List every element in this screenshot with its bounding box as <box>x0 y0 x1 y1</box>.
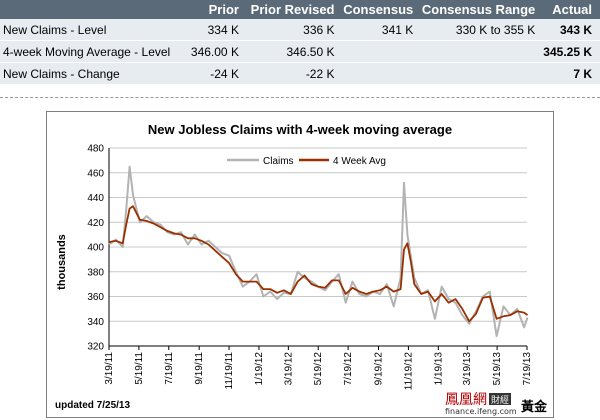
gridlines <box>109 147 527 347</box>
x-tick-label: 5/19/12 <box>313 352 324 386</box>
y-tick-label: 460 <box>87 168 104 179</box>
cell-actual: 345.25 K <box>543 40 600 63</box>
cell-consensus <box>342 62 422 84</box>
y-tick-label: 360 <box>87 292 104 303</box>
dashed-divider <box>0 97 600 98</box>
cell-prior: 346.00 K <box>187 40 247 63</box>
x-tick-label: 9/19/12 <box>374 352 385 386</box>
x-tick-label: 1/19/13 <box>433 352 444 386</box>
series-line-4-week-avg <box>108 205 529 323</box>
header-prior-revised: Prior Revised <box>246 0 343 19</box>
table-row: New Claims - Change -24 K -22 K 7 K <box>0 62 600 84</box>
cell-consensus-range <box>421 40 544 63</box>
y-tick-label: 400 <box>87 243 104 254</box>
x-tick-label: 5/19/13 <box>492 352 503 386</box>
row-label: New Claims - Level <box>0 19 188 41</box>
table-row: New Claims - Level 334 K 336 K 341 K 330… <box>0 19 600 41</box>
chart-panel: New Jobless Claims with 4-week moving av… <box>46 111 554 418</box>
y-axis-label: thousands <box>56 234 68 290</box>
cell-prior: 334 K <box>187 19 247 41</box>
cell-prior-revised: -22 K <box>246 62 343 84</box>
watermark-badge-bg <box>489 393 511 405</box>
cell-consensus-range: 330 K to 355 K <box>421 19 544 41</box>
y-tick-labels: 320 340 360 380 400 420 440 460 480 <box>87 144 104 353</box>
y-tick-label: 480 <box>87 144 104 155</box>
header-label <box>0 0 188 19</box>
x-tick-label: 3/19/13 <box>462 352 473 386</box>
x-tick-label: 5/19/11 <box>134 352 145 385</box>
header-actual: Actual <box>543 0 600 19</box>
jobless-claims-chart: New Jobless Claims with 4-week moving av… <box>55 122 548 416</box>
series-lines <box>108 165 529 338</box>
header-consensus-range: Consensus Range <box>421 0 544 19</box>
watermark-brand: 鳳凰網 <box>445 392 487 408</box>
header-prior: Prior <box>187 0 247 19</box>
x-tick-label: 3/19/11 <box>104 352 115 385</box>
x-tick-label: 11/19/11 <box>224 352 235 390</box>
x-tick-label: 11/19/12 <box>403 352 414 391</box>
x-tick-label: 7/19/12 <box>343 352 354 386</box>
y-tick-label: 340 <box>87 317 104 328</box>
table-row: 4-week Moving Average - Level 346.00 K 3… <box>0 40 600 63</box>
watermark-logo: 鳳凰網 財經 finance.ifeng.com 黃金 <box>445 392 548 416</box>
axes <box>108 148 528 350</box>
row-label: New Claims - Change <box>0 62 188 84</box>
legend-label-4-week-avg: 4 Week Avg <box>333 156 386 167</box>
legend: Claims 4 Week Avg <box>227 156 386 167</box>
y-tick-label: 440 <box>87 193 104 204</box>
y-tick-label: 320 <box>87 342 104 353</box>
watermark-gold: 黃金 <box>520 399 548 415</box>
x-tick-label: 9/19/11 <box>194 352 205 385</box>
watermark-badge: 財經 <box>491 394 509 406</box>
legend-label-claims: Claims <box>263 156 294 167</box>
y-tick-label: 380 <box>87 267 104 278</box>
cell-prior-revised: 336 K <box>246 19 343 41</box>
watermark-site: finance.ifeng.com <box>445 407 517 416</box>
series-line-claims <box>108 165 529 338</box>
x-tick-labels: 3/19/11 5/19/11 7/19/11 9/19/11 11/19/11 1/19… <box>104 352 533 391</box>
cell-actual: 7 K <box>543 62 600 84</box>
cell-prior: -24 K <box>187 62 247 84</box>
cell-consensus: 341 K <box>342 19 422 41</box>
economic-data-table: Prior Prior Revised Consensus Consensus … <box>0 0 600 84</box>
header-consensus: Consensus <box>342 0 422 19</box>
x-tick-label: 3/19/12 <box>283 352 294 386</box>
table-header-row: Prior Prior Revised Consensus Consensus … <box>0 0 600 19</box>
updated-footnote: updated 7/25/13 <box>55 400 130 411</box>
y-tick-label: 420 <box>87 218 104 229</box>
chart-title: New Jobless Claims with 4-week moving av… <box>148 122 452 137</box>
cell-consensus-range <box>421 62 544 84</box>
cell-actual: 343 K <box>543 19 600 41</box>
x-tick-label: 1/19/12 <box>254 352 265 386</box>
cell-prior-revised: 346.50 K <box>246 40 343 63</box>
cell-consensus <box>342 40 422 63</box>
row-label: 4-week Moving Average - Level <box>0 40 188 63</box>
x-tick-label: 7/19/11 <box>164 352 175 385</box>
x-tick-label: 7/19/13 <box>522 352 533 386</box>
